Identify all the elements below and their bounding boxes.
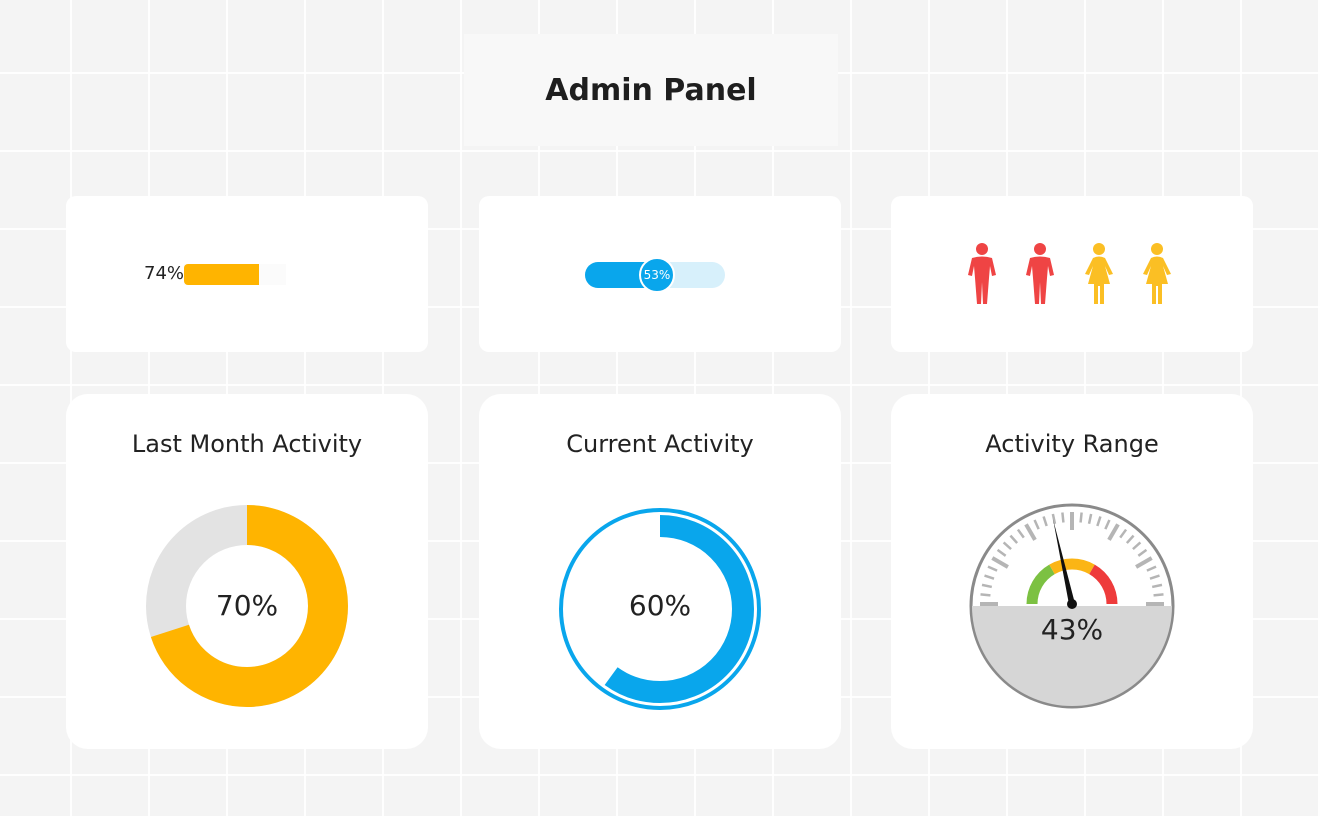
gauge-tick — [1132, 541, 1142, 551]
gauge-tick — [1051, 513, 1057, 525]
gauge-tick — [1137, 548, 1148, 557]
female-person-icon — [1085, 243, 1113, 304]
last-month-activity-title: Last Month Activity — [131, 430, 363, 458]
activity-range-card: Activity Range 43% — [891, 394, 1253, 749]
gauge-tick — [984, 574, 995, 580]
last-month-value-label: 70% — [215, 589, 279, 622]
activity-range-title: Activity Range — [985, 430, 1159, 458]
gauge-zone-red — [1088, 564, 1118, 605]
gauge-tick — [1153, 593, 1164, 597]
gauge-tick — [1107, 523, 1120, 541]
gauge-tick — [991, 556, 1009, 569]
gauge-tick — [1119, 528, 1128, 539]
gauge-tick — [1002, 541, 1012, 551]
gauge-needle — [1053, 519, 1075, 605]
people-card — [891, 196, 1253, 352]
male-person-icon — [968, 243, 996, 304]
gauge-tick — [1151, 583, 1163, 589]
gauge-zone-yellow — [1049, 558, 1095, 575]
current-activity-value-label: 60% — [628, 589, 692, 622]
gauge-zone-green — [1026, 564, 1056, 605]
gauge-tick — [1009, 534, 1019, 544]
gauge-tick — [980, 593, 991, 597]
last-month-donut — [146, 505, 348, 707]
gauge-tick — [1024, 523, 1037, 541]
ring-value-arc — [566, 515, 754, 703]
gauge-tick — [1087, 513, 1093, 525]
header: Admin Panel — [464, 34, 838, 146]
gauge-ticks — [980, 512, 1164, 606]
gauge-tick — [1125, 534, 1135, 544]
progress-bar-fill — [184, 264, 260, 285]
gauge-tick — [987, 565, 998, 572]
gauge-tick — [1061, 512, 1065, 523]
male-person-icon — [1026, 243, 1054, 304]
gauge-needle-hub — [1067, 599, 1077, 609]
activity-range-gauge — [969, 503, 1175, 709]
gauge-tick — [1079, 512, 1083, 523]
gauge-tick — [1033, 519, 1040, 530]
progress-bar-track — [184, 264, 286, 285]
gauge-tick — [1096, 516, 1102, 527]
gauge-tick — [1146, 565, 1157, 572]
activity-range-value-label: 43% — [1040, 613, 1104, 646]
current-activity-card: Current Activity 60% — [479, 394, 841, 749]
gauge-tick — [1042, 516, 1048, 527]
page-title: Admin Panel — [545, 72, 757, 108]
slider-knob[interactable]: 53% — [639, 257, 675, 293]
slider-value-label: 53% — [643, 268, 671, 282]
gauge-tick — [996, 548, 1007, 557]
slider-card: 53% — [479, 196, 841, 352]
gauge-tick — [981, 583, 993, 589]
progress-bar-card: 74% — [66, 196, 428, 352]
gauge-tick — [1149, 574, 1160, 580]
current-activity-title: Current Activity — [566, 430, 754, 458]
last-month-activity-card: Last Month Activity 70% — [66, 394, 428, 749]
gauge-tick — [1104, 519, 1111, 530]
ring-outline — [559, 508, 761, 710]
donut-value-arc — [146, 505, 348, 707]
gauge-tick — [1016, 528, 1025, 539]
gauge-tick — [1135, 556, 1153, 569]
progress-bar-label: 74% — [144, 263, 185, 284]
female-person-icon — [1143, 243, 1171, 304]
people-icons — [968, 243, 1171, 304]
current-activity-ring — [559, 508, 761, 710]
